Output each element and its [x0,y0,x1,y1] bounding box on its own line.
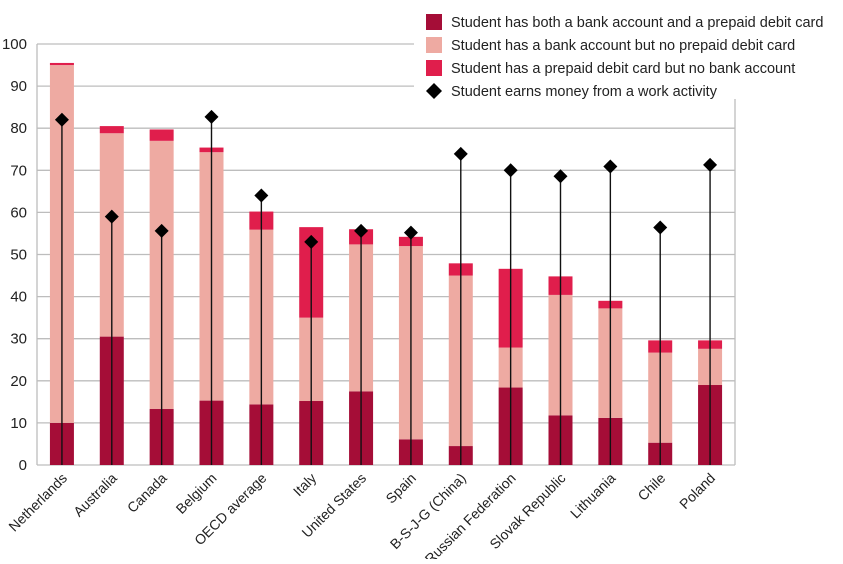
legend-diamond-icon [426,83,442,99]
diamond-marker [603,159,618,174]
gridlines [36,43,736,466]
y-tick-label: 30 [10,331,27,348]
diamond-marker [154,223,169,238]
bar-segment [99,126,124,134]
bar-segment [149,129,174,141]
legend-swatch [426,60,442,76]
y-tick-label: 40 [10,289,27,306]
bars [49,62,723,465]
x-tick-label: Netherlands [5,470,70,535]
diamond-marker [553,169,568,184]
legend-swatch [426,14,442,30]
diamond-marker [403,225,418,240]
x-tick-label: Lithuania [567,470,619,522]
legend-label: Student has a prepaid debit card but no … [451,61,795,77]
x-tick-label: Belgium [173,470,220,517]
diamond-marker [204,109,219,124]
x-tick-label: Canada [124,470,170,516]
y-tick-label: 90 [10,78,27,95]
y-tick-label: 10 [10,415,27,432]
diamond-marker [304,234,319,249]
diamond-marker [354,223,369,238]
diamond-marker [653,220,668,235]
diamond-marker [453,146,468,161]
y-tick-label: 0 [19,457,27,474]
legend-swatch [426,37,442,53]
x-tick-label: Russian Federation [422,470,519,559]
legend-label: Student has both a bank account and a pr… [451,15,823,31]
legend-label: Student earns money from a work activity [451,84,718,100]
diamond-marker [254,188,269,203]
legend-background [414,0,843,99]
x-tick-label: Italy [290,470,319,499]
diamond-marker [104,209,119,224]
y-tick-label: 50 [10,247,27,264]
x-tick-label: Chile [634,470,668,504]
diamond-marker [703,157,718,172]
y-tick-label: 100 [2,36,27,53]
legend-label: Student has a bank account but no prepai… [451,38,795,54]
bar-segment [49,62,74,66]
x-tick-label: Poland [676,470,718,512]
x-tick-label: Spain [382,470,419,507]
legend: Student has both a bank account and a pr… [426,14,823,100]
y-axis-ticks: 0 10 20 30 40 50 60 70 80 90 100 [2,36,27,474]
y-tick-label: 70 [10,162,27,179]
y-tick-label: 80 [10,120,27,137]
work-activity-stems [54,109,718,465]
diamond-marker [503,163,518,178]
x-tick-label: Australia [70,470,120,520]
y-tick-label: 60 [10,204,27,221]
y-tick-label: 20 [10,373,27,390]
diamond-marker [54,112,69,127]
